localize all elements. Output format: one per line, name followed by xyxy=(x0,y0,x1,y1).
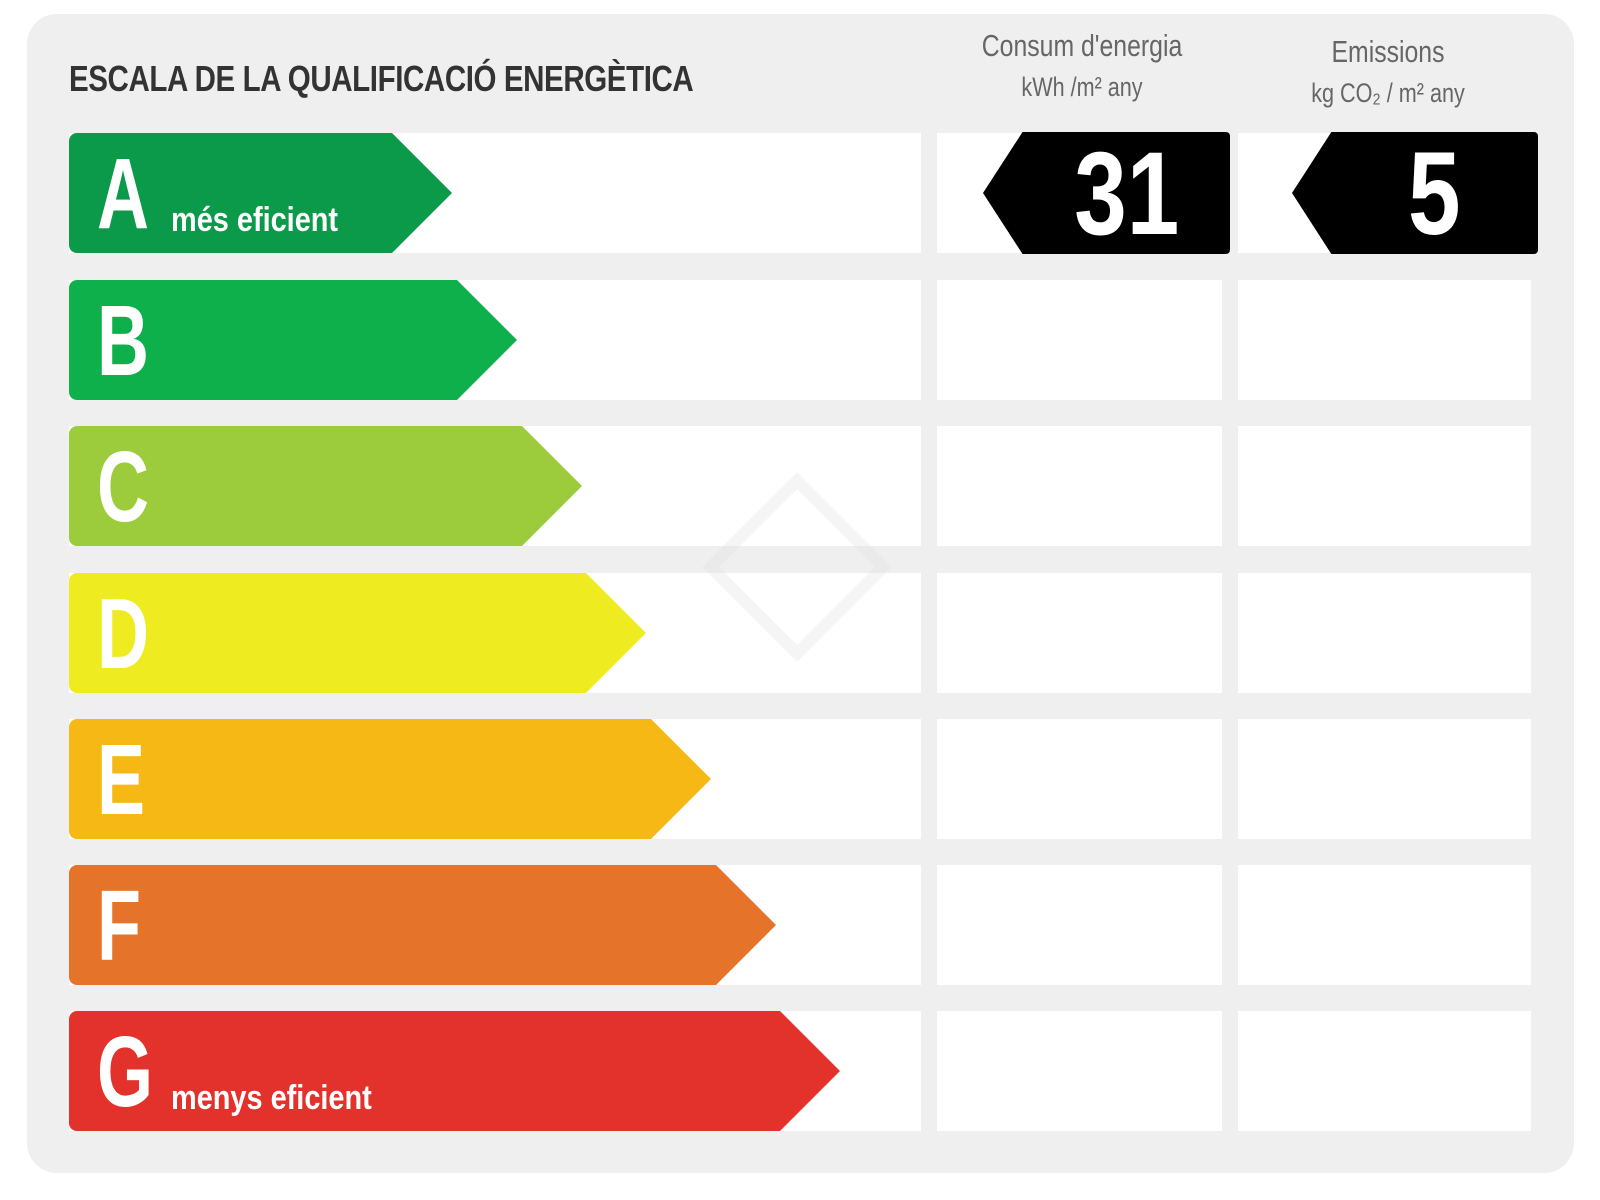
emissions-column-title: Emissions xyxy=(1331,34,1445,69)
rating-bar-E: E xyxy=(69,719,711,839)
rating-letter: C xyxy=(97,431,149,543)
emissions-cell-E xyxy=(1238,719,1531,839)
rating-bar-A: A més eficient xyxy=(69,133,452,253)
emissions-cell-G xyxy=(1238,1011,1531,1131)
emissions-cell-F xyxy=(1238,865,1531,985)
energy-cell-B xyxy=(937,280,1222,400)
rating-letter: A xyxy=(97,138,149,250)
energy-value: 31 xyxy=(1073,128,1179,260)
rating-label: més eficient xyxy=(171,201,339,239)
emissions-value: 5 xyxy=(1408,128,1461,260)
energy-column-title: Consum d'energia xyxy=(981,28,1183,63)
rating-bar-D: D xyxy=(69,573,646,693)
emissions-column-unit: kg CO₂ / m² any xyxy=(1311,78,1465,108)
rating-letter: D xyxy=(97,578,149,690)
energy-value-pointer: 31 xyxy=(983,132,1230,254)
rating-bar-F: F xyxy=(69,865,776,985)
rating-letter: G xyxy=(97,1016,154,1128)
emissions-column-header: Emissions kg CO₂ / m² any xyxy=(1268,34,1508,109)
emissions-cell-C xyxy=(1238,426,1531,546)
page-title: ESCALA DE LA QUALIFICACIÓ ENERGÈTICA xyxy=(69,58,694,99)
rating-label: menys eficient xyxy=(171,1079,372,1117)
energy-cell-E xyxy=(937,719,1222,839)
energy-column-unit: kWh /m² any xyxy=(1021,72,1143,102)
rating-letter: B xyxy=(97,285,149,397)
emissions-value-pointer: 5 xyxy=(1292,132,1538,254)
energy-cell-C xyxy=(937,426,1222,546)
rating-bar-B: B xyxy=(69,280,517,400)
energy-column-header: Consum d'energia kWh /m² any xyxy=(966,28,1198,103)
rating-letter: F xyxy=(97,870,141,982)
energy-cell-D xyxy=(937,573,1222,693)
rating-letter: E xyxy=(97,724,146,836)
energy-cell-F xyxy=(937,865,1222,985)
rating-bar-C: C xyxy=(69,426,582,546)
emissions-cell-B xyxy=(1238,280,1531,400)
energy-cell-G xyxy=(937,1011,1222,1131)
rating-bar-G: G menys eficient xyxy=(69,1011,840,1131)
emissions-cell-D xyxy=(1238,573,1531,693)
